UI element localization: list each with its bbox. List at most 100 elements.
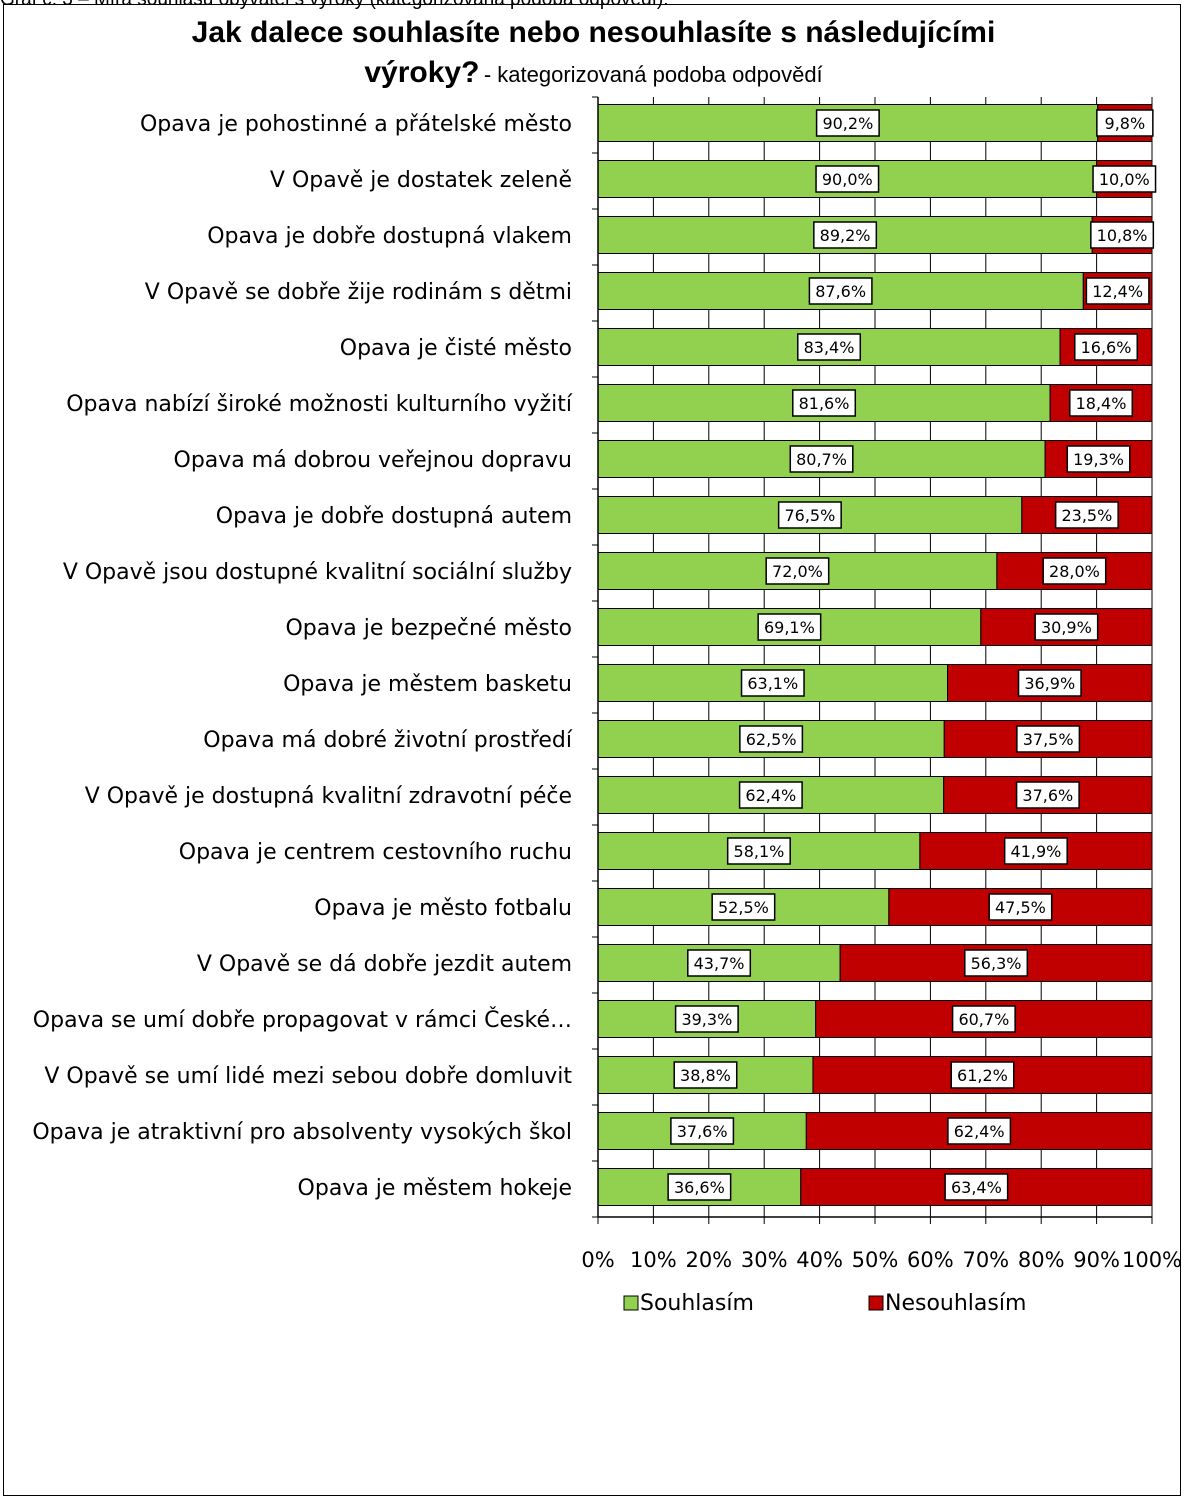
category-label: Opava je pohostinné a přátelské město — [140, 112, 572, 137]
figure-caption: Graf č. 3 – Míra souhlasu obyvatel s výr… — [0, 0, 1187, 11]
chart-title-line2-bold: výroky? — [364, 56, 480, 89]
data-label-box — [1090, 221, 1155, 249]
data-label-box — [951, 1005, 1016, 1033]
data-label: 63,4% — [951, 1178, 1002, 1197]
data-label-box — [808, 277, 873, 305]
x-tick-label: 100% — [1122, 1248, 1182, 1272]
data-label-box — [777, 501, 842, 529]
data-label-box — [1034, 613, 1099, 641]
data-label: 28,0% — [1049, 562, 1100, 581]
x-tick-label: 50% — [852, 1248, 899, 1272]
data-label: 62,4% — [954, 1122, 1005, 1141]
category-label: Opava je dobře dostupná autem — [216, 504, 572, 529]
data-label-box — [739, 725, 804, 753]
category-label: Opava je centrem cestovního ruchu — [179, 840, 572, 865]
data-label: 72,0% — [772, 562, 823, 581]
category-label: Opava je dobře dostupná vlakem — [207, 224, 572, 249]
x-tick-label: 0% — [581, 1248, 614, 1272]
data-label: 37,6% — [1022, 786, 1073, 805]
chart-frame — [3, 4, 1181, 1496]
data-label: 36,6% — [674, 1178, 725, 1197]
category-label: Opava je město fotbalu — [314, 896, 572, 921]
x-tick-label: 60% — [907, 1248, 954, 1272]
chart-title-line2: výroky? - kategorizovaná podoba odpovědí — [0, 56, 1187, 90]
data-label: 58,1% — [734, 842, 785, 861]
category-label: V Opavě se dá dobře jezdit autem — [197, 952, 572, 977]
x-tick-label: 40% — [796, 1248, 843, 1272]
data-label-box — [792, 389, 857, 417]
data-label: 56,3% — [971, 954, 1022, 973]
data-label: 69,1% — [764, 618, 815, 637]
data-label-box — [1092, 165, 1157, 193]
x-tick-label: 70% — [962, 1248, 1009, 1272]
data-label: 23,5% — [1061, 506, 1112, 525]
category-label: Opava má dobrou veřejnou dopravu — [174, 448, 573, 473]
data-label-box — [667, 1173, 732, 1201]
data-label: 38,8% — [680, 1066, 731, 1085]
data-label: 62,5% — [746, 730, 797, 749]
data-label: 80,7% — [796, 450, 847, 469]
data-label-box — [757, 613, 822, 641]
legend-swatch-disagree — [868, 1295, 884, 1311]
data-label: 52,5% — [718, 898, 769, 917]
data-label: 81,6% — [799, 394, 850, 413]
data-label: 60,7% — [958, 1010, 1009, 1029]
data-label-box — [1042, 557, 1107, 585]
data-label-box — [815, 109, 880, 137]
data-label: 41,9% — [1011, 842, 1062, 861]
data-label-box — [1096, 109, 1154, 137]
category-label: V Opavě se umí lidé mezi sebou dobře dom… — [44, 1064, 572, 1089]
category-label: Opava je atraktivní pro absolventy vysok… — [32, 1120, 572, 1145]
data-label: 18,4% — [1076, 394, 1127, 413]
data-label: 30,9% — [1041, 618, 1092, 637]
data-label-box — [1016, 725, 1081, 753]
data-label: 89,2% — [820, 226, 871, 245]
data-label: 36,9% — [1024, 674, 1075, 693]
data-label: 62,4% — [745, 786, 796, 805]
data-label-box — [988, 893, 1053, 921]
data-label-box — [813, 221, 878, 249]
data-label: 19,3% — [1073, 450, 1124, 469]
data-label: 47,5% — [995, 898, 1046, 917]
data-label: 16,6% — [1081, 338, 1132, 357]
data-label: 10,0% — [1099, 170, 1150, 189]
data-label-box — [765, 557, 830, 585]
data-label-box — [726, 837, 791, 865]
chart-title-line1: Jak dalece souhlasíte nebo nesouhlasíte … — [191, 16, 996, 49]
legend-swatch-agree — [623, 1295, 639, 1311]
data-label: 83,4% — [804, 338, 855, 357]
x-tick-label: 10% — [630, 1248, 677, 1272]
data-label-box — [670, 1117, 735, 1145]
category-label: Opava je městem basketu — [283, 672, 572, 697]
data-label-box — [797, 333, 862, 361]
category-label: Opava se umí dobře propagovat v rámci Če… — [33, 1007, 572, 1033]
data-label: 10,8% — [1097, 226, 1148, 245]
data-label: 87,6% — [815, 282, 866, 301]
data-label: 63,1% — [747, 674, 798, 693]
x-tick-label: 20% — [685, 1248, 732, 1272]
data-label-box — [950, 1061, 1015, 1089]
data-label: 37,5% — [1023, 730, 1074, 749]
data-label-box — [738, 781, 803, 809]
category-label: V Opavě jsou dostupné kvalitní sociální … — [63, 560, 572, 585]
data-label: 90,2% — [822, 114, 873, 133]
x-tick-label: 30% — [741, 1248, 788, 1272]
data-label-box — [1069, 389, 1134, 417]
category-label: Opava je městem hokeje — [298, 1176, 572, 1201]
x-tick-label: 80% — [1018, 1248, 1065, 1272]
data-label-box — [964, 949, 1029, 977]
category-label: V Opavě je dostatek zeleně — [270, 168, 572, 193]
data-label-box — [1066, 445, 1131, 473]
data-label-box — [944, 1173, 1009, 1201]
data-label: 43,7% — [694, 954, 745, 973]
data-label-box — [1054, 501, 1119, 529]
category-label: V Opavě je dostupná kvalitní zdravotní p… — [85, 784, 572, 809]
x-tick-label: 90% — [1073, 1248, 1120, 1272]
data-label-box — [740, 669, 805, 697]
data-label-box — [1085, 277, 1150, 305]
data-label-box — [1017, 669, 1082, 697]
legend-label: Nesouhlasím — [885, 1291, 1026, 1316]
data-label-box — [947, 1117, 1012, 1145]
data-label: 12,4% — [1092, 282, 1143, 301]
category-label: V Opavě se dobře žije rodinám s dětmi — [145, 280, 572, 305]
